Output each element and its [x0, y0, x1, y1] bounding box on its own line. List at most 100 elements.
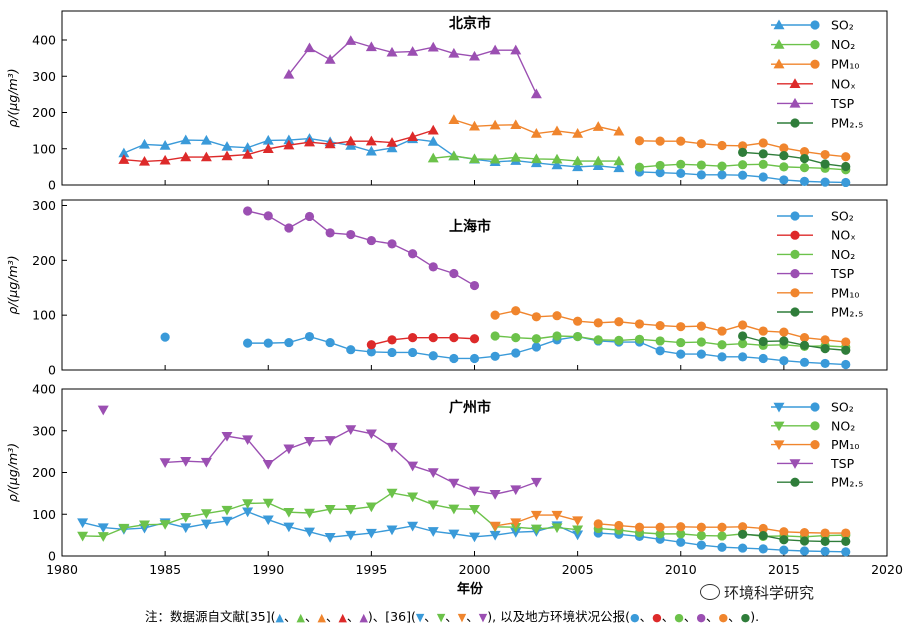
y-tick-label: 400: [32, 382, 56, 397]
data-point: [365, 41, 377, 52]
series-tsp: [97, 405, 109, 416]
data-point: [200, 134, 212, 145]
data-point: [738, 543, 748, 553]
legend-marker: [790, 288, 800, 298]
data-point: [820, 358, 830, 369]
data-point: [365, 528, 377, 539]
note-comma: 、: [325, 609, 339, 624]
panel-title: 北京市: [449, 15, 491, 32]
data-point: [221, 516, 233, 527]
note-marker-pm10: ●: [718, 611, 729, 624]
data-point: [593, 318, 603, 328]
data-point: [758, 523, 768, 534]
data-point: [820, 546, 830, 557]
data-point: [511, 306, 521, 316]
y-tick-label: 0: [48, 363, 56, 378]
data-point: [407, 521, 419, 532]
data-point: [490, 351, 500, 361]
y-tick-label: 200: [32, 253, 56, 268]
series-line: [165, 428, 537, 495]
data-point: [655, 336, 665, 346]
note-comma: 、: [445, 609, 458, 624]
note-comma: 、: [639, 609, 653, 624]
data-point: [593, 335, 603, 345]
data-point: [758, 336, 768, 347]
data-point: [427, 468, 439, 478]
legend-marker: [773, 39, 785, 49]
data-point: [655, 346, 665, 356]
note-marker-no2: ●: [674, 611, 684, 624]
data-point: [593, 519, 603, 529]
legend: SO₂ NO₂ PM₁₀ TSP PM₂.₅: [771, 400, 863, 490]
data-point: [262, 134, 274, 145]
data-point: [139, 520, 150, 531]
legend-marker: [790, 477, 800, 487]
data-point: [655, 136, 665, 146]
panel-3: 0 100 200 300 400 ρ/(μg/m³) 广州市 SO₂ NO₂ PM₁₀ TSP PM…: [5, 382, 888, 564]
legend-marker: [810, 59, 820, 69]
data-point: [139, 155, 150, 166]
data-point: [551, 523, 563, 534]
watermark: 环境科学研究: [700, 582, 814, 603]
data-point: [386, 525, 398, 536]
data-point: [779, 151, 789, 161]
y-tick-label: 200: [32, 105, 56, 120]
series-pm10: [448, 114, 625, 138]
data-point: [717, 522, 727, 532]
legend-label: NO₂: [831, 247, 855, 262]
data-point: [758, 353, 768, 364]
data-point: [428, 333, 438, 343]
data-point: [573, 316, 583, 326]
note-sep1: )、[36](: [367, 609, 416, 624]
data-point: [634, 319, 645, 329]
data-point: [738, 160, 748, 170]
series-nox: [118, 124, 439, 166]
data-point: [510, 44, 522, 55]
data-point: [758, 530, 768, 541]
data-point: [283, 507, 295, 518]
data-point: [758, 159, 768, 169]
data-point: [118, 523, 130, 534]
data-point: [242, 499, 254, 509]
x-tick-label: 1985: [149, 562, 181, 577]
data-point: [304, 436, 315, 447]
data-point: [448, 529, 460, 540]
data-point: [242, 507, 254, 518]
data-point: [365, 145, 377, 156]
data-point: [386, 142, 398, 153]
data-point: [324, 436, 336, 446]
series-no2: [427, 150, 625, 166]
series-pm10: [634, 136, 851, 162]
y-tick-label: 200: [32, 465, 56, 480]
data-point: [799, 153, 810, 164]
data-point: [387, 335, 397, 345]
data-point: [634, 334, 645, 344]
y-tick-label: 100: [32, 308, 56, 323]
data-point: [365, 502, 377, 513]
data-point: [573, 331, 583, 342]
data-point: [530, 510, 542, 521]
data-point: [676, 168, 686, 178]
y-axis-label: ρ/(μg/m³): [5, 68, 20, 127]
legend-label: PM₂.₅: [831, 305, 863, 320]
data-point: [613, 125, 625, 136]
note-comma: 、: [683, 609, 697, 624]
data-point: [779, 143, 789, 153]
data-point: [408, 249, 418, 259]
data-point: [614, 335, 624, 345]
data-point: [283, 444, 295, 455]
x-tick-label: 2005: [562, 562, 594, 577]
legend-marker: [810, 421, 820, 431]
x-tick-label: 1995: [355, 562, 387, 577]
watermark-text: 环境科学研究: [724, 584, 815, 602]
data-point: [572, 525, 584, 536]
data-point: [448, 504, 460, 515]
data-point: [366, 235, 376, 246]
data-point: [387, 347, 397, 358]
data-point: [779, 545, 789, 555]
data-point: [758, 544, 768, 554]
note-marker-so2: ▼: [415, 611, 425, 624]
series-pm25: [738, 529, 851, 546]
data-point: [841, 177, 851, 188]
data-point: [655, 320, 665, 331]
